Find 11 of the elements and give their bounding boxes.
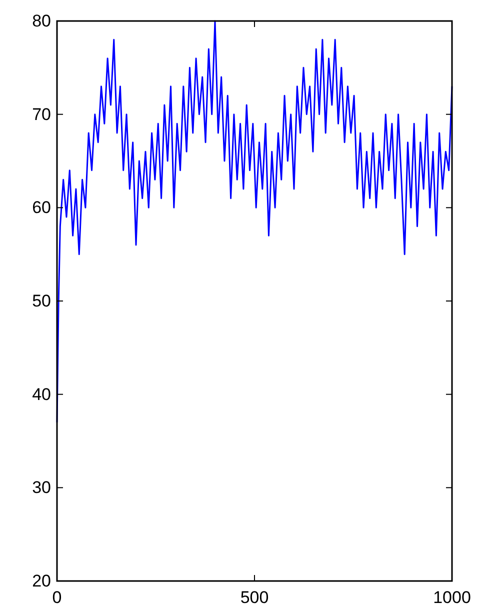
x-tick-label: 0	[52, 588, 62, 608]
y-tick-label: 50	[32, 291, 51, 310]
x-tick-label: 1000	[433, 588, 471, 608]
line-series	[56, 20, 453, 424]
y-tick-label: 80	[32, 11, 51, 30]
y-tick-label: 60	[32, 198, 51, 218]
y-tick-label: 70	[32, 104, 51, 124]
y-tick-label: 40	[32, 384, 51, 404]
y-tick-label: 30	[32, 478, 51, 498]
y-tick-label: 20	[32, 571, 51, 590]
x-tick-label: 500	[240, 588, 269, 608]
